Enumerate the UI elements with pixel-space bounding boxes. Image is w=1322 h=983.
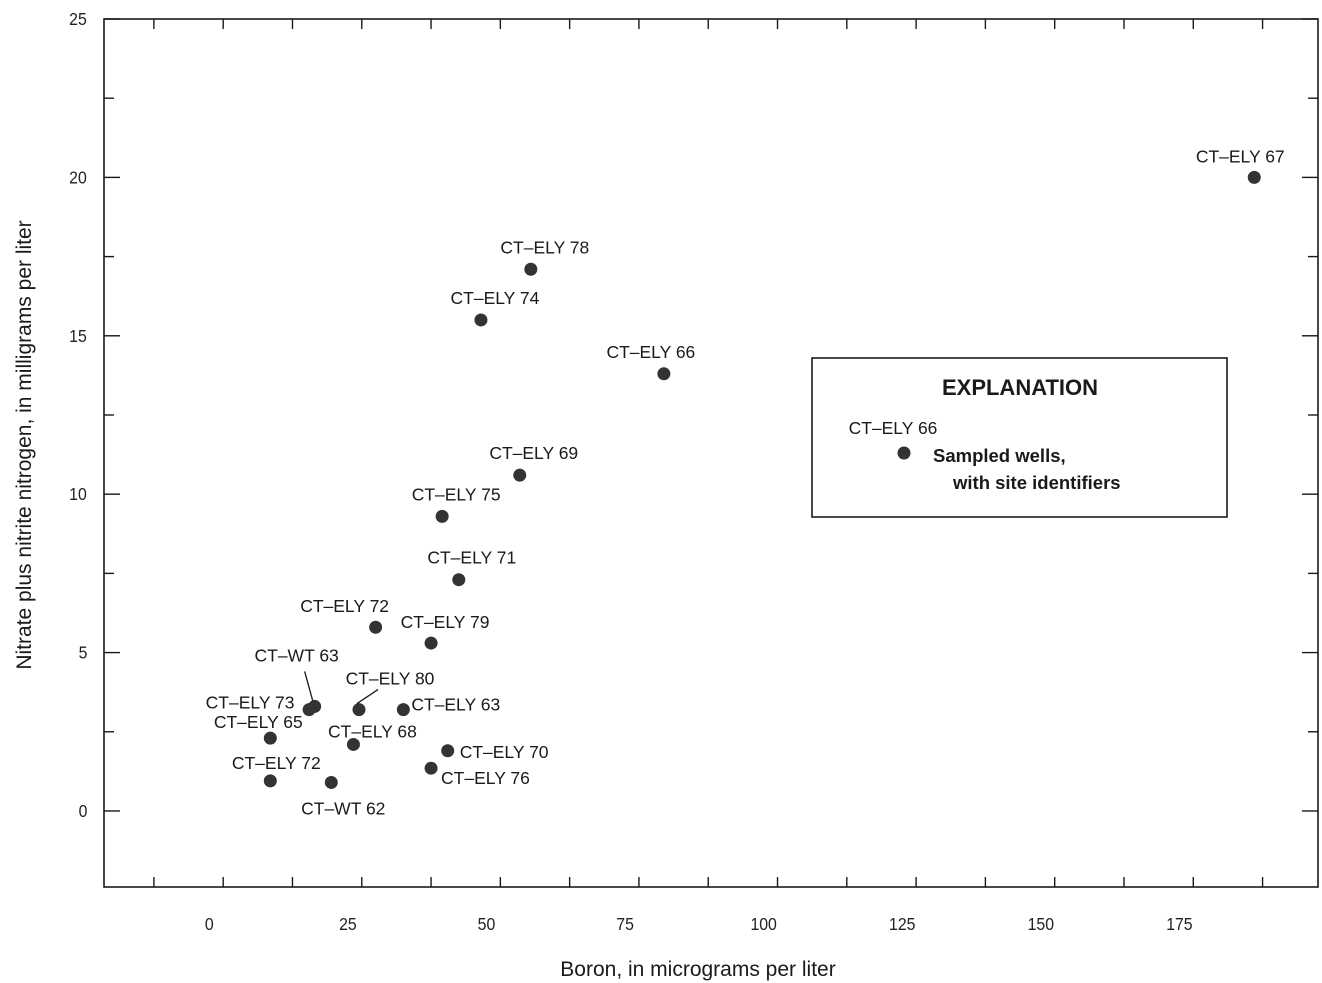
data-point [346,737,360,751]
y-axis-label: Nitrate plus nitrite nitrogen, in millig… [13,220,36,669]
data-point [452,573,466,587]
point-label: CT–ELY 73 [206,693,295,713]
x-tick-labels: 0 25 50 75 100 125 150 175 [205,914,1193,934]
data-point [474,313,488,327]
x-tick-label: 50 [478,914,496,934]
legend: EXPLANATION CT–ELY 66 Sampled wells, wit… [811,357,1228,518]
x-tick-label: 25 [339,914,357,934]
data-point [424,636,438,650]
x-tick-label: 75 [616,914,634,934]
point-label: CT–ELY 68 [328,721,417,741]
y-tick-label: 5 [79,643,88,663]
x-tick-label: 100 [750,914,776,934]
data-point [352,703,366,717]
point-label: CT–ELY 78 [500,237,589,257]
point-label: CT–ELY 63 [411,695,500,715]
point-label: CT–WT 63 [255,645,339,665]
point-label: CT–ELY 71 [427,548,516,568]
legend-marker [897,446,911,460]
plot-frame [103,18,1319,888]
point-label: CT–ELY 66 [606,342,695,362]
data-point [435,509,449,523]
y-tick-labels: 0 5 10 15 20 25 [69,9,87,821]
leader-lines [304,671,379,705]
point-label: CT–ELY 74 [451,288,540,308]
y-tick-label: 0 [79,801,88,821]
legend-text-line1: Sampled wells, [933,445,1066,466]
point-label: CT–ELY 76 [441,768,530,788]
x-tick-label: 125 [889,914,915,934]
point-label: CT–ELY 65 [214,712,303,732]
data-point [513,468,527,482]
point-label: CT–ELY 70 [460,742,549,762]
y-tick-label: 10 [69,484,87,504]
point-label: CT–WT 62 [301,798,385,818]
x-axis-label: Boron, in micrograms per liter [560,958,835,981]
data-point [263,731,277,745]
point-label: CT–ELY 67 [1196,146,1285,166]
point-labels: CT–ELY 67 CT–ELY 78 CT–ELY 74 CT–ELY 66 CT–E… [206,146,1285,818]
y-tick-label: 20 [69,167,87,187]
axis-ticks [104,18,1318,887]
x-tick-label: 175 [1166,914,1192,934]
data-point [424,761,438,775]
point-label: CT–ELY 72 [232,753,321,773]
data-point [396,703,410,717]
legend-sample-label: CT–ELY 66 [849,418,938,438]
x-tick-label: 150 [1028,914,1054,934]
x-tick-label: 0 [205,914,214,934]
leader-line [356,689,379,705]
data-point [1247,170,1261,184]
y-tick-label: 25 [69,9,87,29]
legend-text-line2: with site identifiers [952,472,1121,493]
legend-box [811,357,1228,518]
data-point [263,774,277,788]
point-label: CT–ELY 69 [489,443,578,463]
data-point [657,367,671,381]
legend-title: EXPLANATION [942,375,1098,400]
data-point [524,262,538,276]
point-label: CT–ELY 75 [412,484,501,504]
data-point [441,744,455,758]
data-point [369,620,383,634]
leader-line [304,671,314,701]
y-tick-label: 15 [69,326,87,346]
point-label: CT–ELY 72 [300,596,389,616]
data-point [324,775,338,789]
point-label: CT–ELY 79 [401,612,490,632]
data-point [302,703,316,717]
point-label: CT–ELY 80 [346,669,435,689]
data-points [263,170,1261,789]
